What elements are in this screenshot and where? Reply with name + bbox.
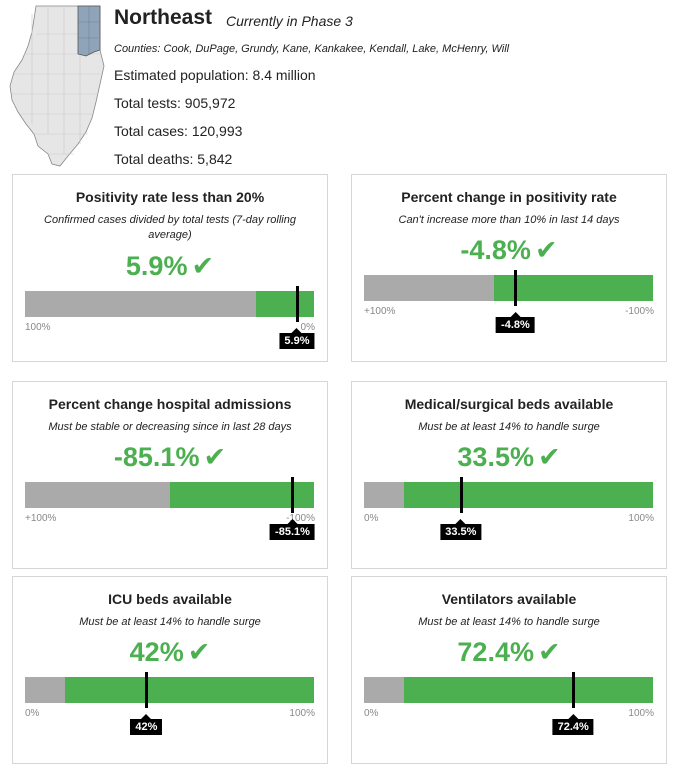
scale-right-label: 100%: [628, 708, 654, 719]
cases-stat: Total cases: 120,993: [114, 123, 243, 139]
bar-marker: [572, 672, 576, 708]
scale-right-label: -100%: [286, 513, 315, 524]
scale-right-label: 100%: [628, 513, 654, 524]
metric-card: Ventilators available Must be at least 14…: [351, 576, 667, 764]
card-title: Percent change hospital admissions: [48, 396, 292, 412]
bar-pass-zone: [256, 291, 314, 317]
region-title: Northeast: [114, 6, 213, 29]
marker-value-tag: -4.8%: [496, 312, 535, 333]
card-title: Percent change in positivity rate: [401, 189, 617, 205]
metric-value: 5.9% ✔: [13, 251, 327, 282]
threshold-bar: [364, 477, 653, 513]
metric-card: Positivity rate less than 20% Confirmed c…: [12, 174, 328, 362]
metric-value: -4.8% ✔: [352, 235, 666, 266]
bar-fail-zone: [364, 677, 405, 703]
bar-fail-zone: [364, 275, 495, 301]
population-stat: Estimated population: 8.4 million: [114, 67, 316, 83]
scale-right-label: 0%: [300, 322, 315, 333]
metric-card: Percent change in positivity rate Can't i…: [351, 174, 667, 362]
metric-value: -85.1% ✔: [13, 442, 327, 473]
metric-value-text: -4.8%: [460, 235, 531, 265]
region-header: Northeast Currently in Phase 3 Counties:…: [0, 0, 680, 172]
scale-left-label: 100%: [25, 322, 51, 333]
bar-marker: [145, 672, 149, 708]
metric-value-text: 42%: [129, 637, 184, 667]
bar-fail-zone: [364, 482, 405, 508]
scale-right-label: 100%: [289, 708, 315, 719]
scale-left-label: 0%: [364, 513, 379, 524]
scale-left-label: 0%: [25, 708, 40, 719]
bar-pass-zone: [404, 677, 653, 703]
checkmark-icon: ✔: [187, 637, 211, 667]
scale-left-label: +100%: [364, 306, 396, 317]
marker-value-tag: 72.4%: [552, 714, 594, 735]
phase-label: Currently in Phase 3: [226, 13, 353, 29]
bar-pass-zone: [169, 482, 314, 508]
marker-value-tag: 5.9%: [279, 328, 315, 349]
marker-value-tag: 33.5%: [440, 519, 482, 540]
metric-value: 33.5% ✔: [352, 442, 666, 473]
metric-card: Medical/surgical beds available Must be a…: [351, 381, 667, 569]
card-subtitle: Must be at least 14% to handle surge: [418, 421, 600, 433]
bar-fail-zone: [25, 482, 170, 508]
illinois-map-icon: [9, 5, 105, 167]
scale-left-label: +100%: [25, 513, 57, 524]
scale-right-label: -100%: [625, 306, 654, 317]
checkmark-icon: ✔: [203, 442, 227, 472]
card-title: ICU beds available: [108, 591, 232, 607]
bar-pass-zone: [404, 482, 653, 508]
threshold-bar: [364, 672, 653, 708]
bar-pass-zone: [65, 677, 314, 703]
deaths-stat: Total deaths: 5,842: [114, 151, 233, 167]
bar-fail-zone: [25, 291, 257, 317]
bar-marker: [295, 286, 299, 322]
checkmark-icon: ✔: [537, 637, 561, 667]
bar-marker: [514, 270, 518, 306]
card-subtitle: Must be at least 14% to handle surge: [418, 616, 600, 628]
metric-value-text: 5.9%: [125, 251, 188, 281]
card-subtitle: Confirmed cases divided by total tests (…: [44, 214, 296, 241]
scale-left-label: 0%: [364, 708, 379, 719]
card-subtitle: Must be stable or decreasing since in la…: [48, 421, 292, 433]
marker-value-tag: -85.1%: [270, 519, 315, 540]
checkmark-icon: ✔: [191, 251, 215, 281]
bar-pass-zone: [494, 275, 653, 301]
threshold-bar: [25, 672, 314, 708]
card-title: Medical/surgical beds available: [404, 396, 614, 412]
metric-value-text: 72.4%: [457, 637, 534, 667]
bar-marker: [291, 477, 295, 513]
card-title: Positivity rate less than 20%: [75, 189, 265, 205]
tests-stat: Total tests: 905,972: [114, 95, 236, 111]
counties-list: Counties: Cook, DuPage, Grundy, Kane, Ka…: [114, 43, 510, 55]
threshold-bar: [364, 270, 653, 306]
checkmark-icon: ✔: [534, 235, 558, 265]
card-subtitle: Must be at least 14% to handle surge: [79, 616, 261, 628]
metric-value: 72.4% ✔: [352, 637, 666, 668]
metric-card: ICU beds available Must be at least 14% t…: [12, 576, 328, 764]
bar-fail-zone: [25, 677, 66, 703]
card-subtitle: Can't increase more than 10% in last 14 …: [398, 214, 620, 226]
threshold-bar: [25, 477, 314, 513]
card-title: Ventilators available: [441, 591, 577, 607]
metric-value-text: 33.5%: [457, 442, 534, 472]
metric-value-text: -85.1%: [113, 442, 200, 472]
metric-value: 42% ✔: [13, 637, 327, 668]
bar-marker: [459, 477, 463, 513]
marker-value-tag: 42%: [130, 714, 163, 735]
metric-card: Percent change hospital admissions Must b…: [12, 381, 328, 569]
threshold-bar: [25, 286, 314, 322]
checkmark-icon: ✔: [537, 442, 561, 472]
